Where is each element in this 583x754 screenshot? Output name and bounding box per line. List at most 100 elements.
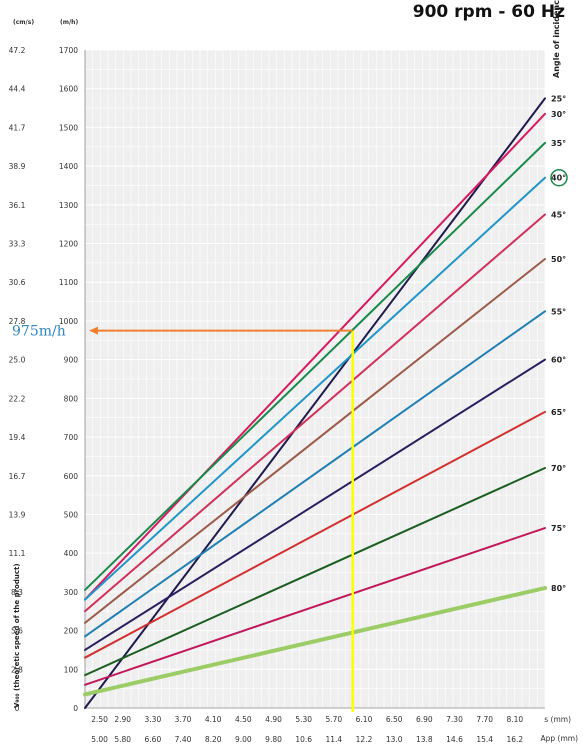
highlight-circle — [550, 168, 568, 187]
y-tick-label-mh: 1700 — [59, 46, 78, 55]
y-tick-label-mh: 400 — [64, 549, 79, 558]
x-unit-s: s (mm) — [544, 715, 571, 724]
y-tick-label-cms: 2.8 — [11, 665, 23, 674]
x-tick-label-app: 10.6 — [295, 735, 312, 744]
x-tick-label-app: 15.4 — [476, 735, 493, 744]
y-tick-label-cms: 13.9 — [9, 510, 26, 519]
y-tick-label-cms: 44.4 — [9, 85, 26, 94]
y-tick-label-cms: 27.8 — [9, 317, 26, 326]
x-tick-label-s: 3.70 — [175, 715, 192, 724]
y-tick-label-cms: 19.4 — [9, 433, 26, 442]
y-tick-label-mh: 0 — [73, 704, 78, 713]
series-label: 70° — [551, 464, 566, 473]
series-line — [84, 213, 546, 613]
y-tick-label-mh: 1600 — [59, 85, 78, 94]
series-label: 80° — [551, 584, 566, 593]
series-label: 45° — [551, 211, 566, 220]
series-line — [84, 467, 546, 677]
x-tick-label-app: 6.60 — [145, 735, 162, 744]
x-tick-label-app: 11.4 — [326, 735, 343, 744]
x-tick-label-s: 8.10 — [506, 715, 523, 724]
series-label: 35° — [551, 139, 566, 148]
y-tick-label-mh: 1300 — [59, 201, 78, 210]
y-tick-label-cms: 5.6 — [11, 627, 23, 636]
y-tick-label-cms: 47.2 — [9, 46, 26, 55]
series-label: 60° — [551, 356, 566, 365]
y-unit-mh: (m/h) — [60, 19, 78, 26]
series-label: 30° — [551, 110, 566, 119]
series-line — [84, 176, 546, 601]
series-label: 40° — [551, 174, 566, 183]
y-tick-label-mh: 300 — [64, 588, 79, 597]
y-axis-label: V₉₀₀ (theoretic speed of the product) — [13, 563, 21, 708]
y-tick-label-mh: 1500 — [59, 123, 78, 132]
series-label: 50° — [551, 255, 566, 264]
series-line — [84, 141, 546, 591]
y-tick-label-cms: 33.3 — [9, 240, 26, 249]
series-label: 65° — [551, 408, 566, 417]
x-tick-label-s: 2.90 — [114, 715, 131, 724]
x-tick-label-app: 13.8 — [416, 735, 433, 744]
series-line — [84, 310, 546, 638]
y-tick-label-cms: 41.7 — [9, 123, 26, 132]
x-tick-label-s: 6.10 — [356, 715, 373, 724]
x-tick-label-app: 9.00 — [235, 735, 252, 744]
x-tick-label-s: 4.50 — [235, 715, 252, 724]
annotation-arrow-head — [89, 326, 98, 335]
x-tick-label-app: 16.2 — [506, 735, 523, 744]
y-tick-label-mh: 100 — [64, 665, 79, 674]
y-tick-label-mh: 1000 — [59, 317, 78, 326]
x-tick-label-s: 7.30 — [446, 715, 463, 724]
x-tick-label-s: 5.30 — [295, 715, 312, 724]
x-tick-label-app: 5.00 — [91, 735, 108, 744]
y-tick-label-mh: 700 — [64, 433, 79, 442]
series-line — [84, 97, 546, 709]
y-tick-label-cms: 22.2 — [9, 394, 26, 403]
y-tick-label-mh: 1200 — [59, 240, 78, 249]
series-line — [84, 358, 546, 651]
x-tick-label-app: 14.6 — [446, 735, 463, 744]
x-tick-label-app: 8.20 — [205, 735, 222, 744]
y-tick-label-mh: 1100 — [59, 278, 78, 287]
legend-title: Angle of incidence i — [552, 0, 561, 78]
series-line — [83, 586, 547, 697]
x-tick-label-app: 13.0 — [386, 735, 403, 744]
y-unit-cms: (cm/s) — [13, 19, 34, 26]
series-line — [84, 410, 546, 659]
x-tick-label-s: 6.90 — [416, 715, 433, 724]
y-tick-label-cms: 30.6 — [9, 278, 26, 287]
y-tick-label-cms: 0 — [15, 704, 20, 713]
y-tick-label-mh: 500 — [64, 510, 79, 519]
chart-title: 900 rpm - 60 Hz — [412, 2, 565, 22]
y-tick-label-mh: 1400 — [59, 162, 78, 171]
series-line — [84, 258, 546, 624]
series-label: 75° — [551, 524, 566, 533]
series-line — [84, 527, 546, 686]
x-tick-label-s: 4.10 — [205, 715, 222, 724]
x-tick-label-s: 7.70 — [476, 715, 493, 724]
x-tick-label-s: 4.90 — [265, 715, 282, 724]
y-tick-label-mh: 900 — [64, 356, 79, 365]
series-label: 55° — [551, 307, 566, 316]
y-tick-label-cms: 11.1 — [9, 549, 26, 558]
x-tick-label-app: 7.40 — [175, 735, 192, 744]
x-tick-label-app: 9.80 — [265, 735, 282, 744]
x-tick-label-s: 5.70 — [326, 715, 343, 724]
series-line — [84, 112, 546, 601]
y-tick-label-cms: 8.3 — [11, 588, 23, 597]
x-unit-app: App (mm) — [541, 734, 579, 743]
y-tick-label-mh: 800 — [64, 394, 79, 403]
x-tick-label-s: 3.30 — [145, 715, 162, 724]
x-tick-label-s: 2.50 — [91, 715, 108, 724]
y-tick-label-cms: 25.0 — [9, 356, 26, 365]
y-tick-label-mh: 600 — [64, 472, 79, 481]
y-tick-label-cms: 36.1 — [9, 201, 26, 210]
y-tick-label-mh: 200 — [64, 627, 79, 636]
x-tick-label-app: 5.80 — [114, 735, 131, 744]
series-label: 25° — [551, 94, 566, 103]
y-tick-label-cms: 38.9 — [9, 162, 26, 171]
x-tick-label-app: 12.2 — [356, 735, 373, 744]
annotation-label: 975m/h — [12, 324, 66, 340]
x-tick-label-s: 6.50 — [386, 715, 403, 724]
